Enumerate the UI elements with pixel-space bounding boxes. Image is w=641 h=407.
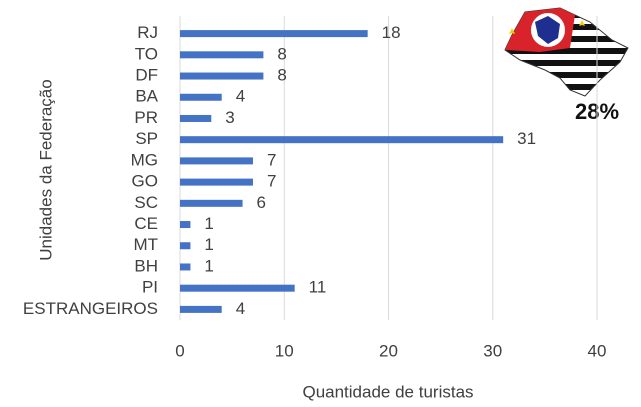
bar: [180, 178, 253, 186]
y-tick-label: RJ: [137, 23, 158, 42]
bar: [180, 30, 368, 38]
sp-flag-map: [504, 7, 629, 97]
y-tick-label: GO: [132, 172, 158, 191]
data-label: 7: [267, 172, 276, 191]
data-label: 4: [236, 87, 245, 106]
y-tick-label: SP: [135, 129, 158, 148]
y-tick-label: PI: [142, 278, 158, 297]
data-label: 6: [257, 193, 266, 212]
data-label: 1: [204, 235, 213, 254]
bar: [180, 114, 212, 122]
data-label: 4: [236, 299, 245, 318]
bar: [180, 72, 264, 80]
data-label: 31: [517, 129, 536, 148]
y-tick-label: MG: [131, 150, 158, 169]
bar: [180, 284, 295, 292]
bar: [180, 136, 504, 144]
data-label: 8: [277, 44, 286, 63]
data-label: 8: [277, 66, 286, 85]
y-tick-label: SC: [134, 193, 158, 212]
y-tick-label: BA: [135, 87, 158, 106]
data-label: 18: [382, 23, 401, 42]
data-label: 1: [204, 214, 213, 233]
data-label: 3: [225, 108, 234, 127]
bar: [180, 199, 243, 207]
bar: [180, 93, 222, 101]
bar: [180, 51, 264, 59]
y-tick-label: PR: [134, 108, 158, 127]
bar: [180, 221, 191, 229]
y-tick-label: DF: [135, 66, 158, 85]
x-tick-label: 20: [379, 341, 398, 360]
x-axis-label: Quantidade de turistas: [302, 382, 473, 401]
bar: [180, 242, 191, 250]
y-tick-label: ESTRANGEIROS: [23, 299, 158, 318]
data-label: 7: [267, 150, 276, 169]
x-tick-label: 10: [275, 341, 294, 360]
y-axis-label: Unidades da Federação: [36, 79, 55, 260]
data-label: 1: [204, 256, 213, 275]
y-tick-label: CE: [134, 214, 158, 233]
x-tick-label: 40: [588, 341, 607, 360]
y-tick-label: BH: [134, 256, 158, 275]
x-tick-label: 30: [483, 341, 502, 360]
bar: [180, 263, 191, 271]
y-tick-label: TO: [135, 44, 158, 63]
data-label: 11: [309, 278, 327, 297]
y-tick-label: MT: [133, 235, 158, 254]
x-tick-label: 0: [175, 341, 184, 360]
bar: [180, 157, 253, 165]
bar: [180, 305, 222, 313]
